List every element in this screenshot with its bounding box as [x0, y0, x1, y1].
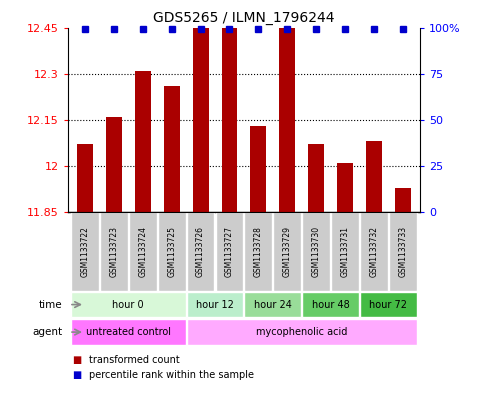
Bar — [71, 292, 185, 317]
Text: GSM1133729: GSM1133729 — [283, 226, 292, 277]
Bar — [187, 320, 417, 345]
Bar — [360, 292, 417, 317]
Bar — [129, 212, 156, 291]
Bar — [135, 71, 151, 212]
Text: ■: ■ — [72, 354, 82, 365]
Bar — [158, 212, 185, 291]
Text: GSM1133732: GSM1133732 — [369, 226, 379, 277]
Text: GSM1133731: GSM1133731 — [341, 226, 350, 277]
Bar — [164, 86, 180, 212]
Bar — [279, 28, 295, 212]
Text: GSM1133724: GSM1133724 — [138, 226, 147, 277]
Text: agent: agent — [33, 327, 63, 337]
Bar — [244, 212, 272, 291]
Bar — [187, 212, 214, 291]
Text: GSM1133726: GSM1133726 — [196, 226, 205, 277]
Text: hour 24: hour 24 — [254, 299, 292, 310]
Bar — [360, 212, 388, 291]
Bar — [273, 212, 301, 291]
Bar — [302, 292, 359, 317]
Text: hour 0: hour 0 — [113, 299, 144, 310]
Text: GSM1133730: GSM1133730 — [312, 226, 321, 277]
Text: GSM1133733: GSM1133733 — [398, 226, 407, 277]
Bar — [331, 212, 359, 291]
Bar — [215, 212, 243, 291]
Bar — [337, 163, 353, 212]
Text: transformed count: transformed count — [89, 354, 180, 365]
Text: GSM1133723: GSM1133723 — [109, 226, 118, 277]
Bar — [389, 212, 417, 291]
Text: percentile rank within the sample: percentile rank within the sample — [89, 370, 255, 380]
Bar — [71, 320, 185, 345]
Bar — [187, 292, 243, 317]
Text: GSM1133727: GSM1133727 — [225, 226, 234, 277]
Bar — [395, 187, 411, 212]
Bar — [77, 145, 93, 212]
Title: GDS5265 / ILMN_1796244: GDS5265 / ILMN_1796244 — [153, 11, 335, 25]
Bar — [302, 212, 330, 291]
Bar — [106, 117, 122, 212]
Text: GSM1133722: GSM1133722 — [81, 226, 89, 277]
Bar — [366, 141, 382, 212]
Text: hour 12: hour 12 — [196, 299, 234, 310]
Text: mycophenolic acid: mycophenolic acid — [256, 327, 347, 337]
Bar — [244, 292, 301, 317]
Bar — [100, 212, 128, 291]
Text: time: time — [39, 299, 63, 310]
Text: hour 48: hour 48 — [312, 299, 350, 310]
Bar — [222, 28, 238, 212]
Text: hour 72: hour 72 — [369, 299, 408, 310]
Bar — [250, 126, 266, 212]
Text: GSM1133728: GSM1133728 — [254, 226, 263, 277]
Bar — [308, 145, 324, 212]
Text: ■: ■ — [72, 370, 82, 380]
Text: GSM1133725: GSM1133725 — [167, 226, 176, 277]
Bar — [193, 28, 209, 212]
Bar — [71, 212, 99, 291]
Text: untreated control: untreated control — [86, 327, 171, 337]
